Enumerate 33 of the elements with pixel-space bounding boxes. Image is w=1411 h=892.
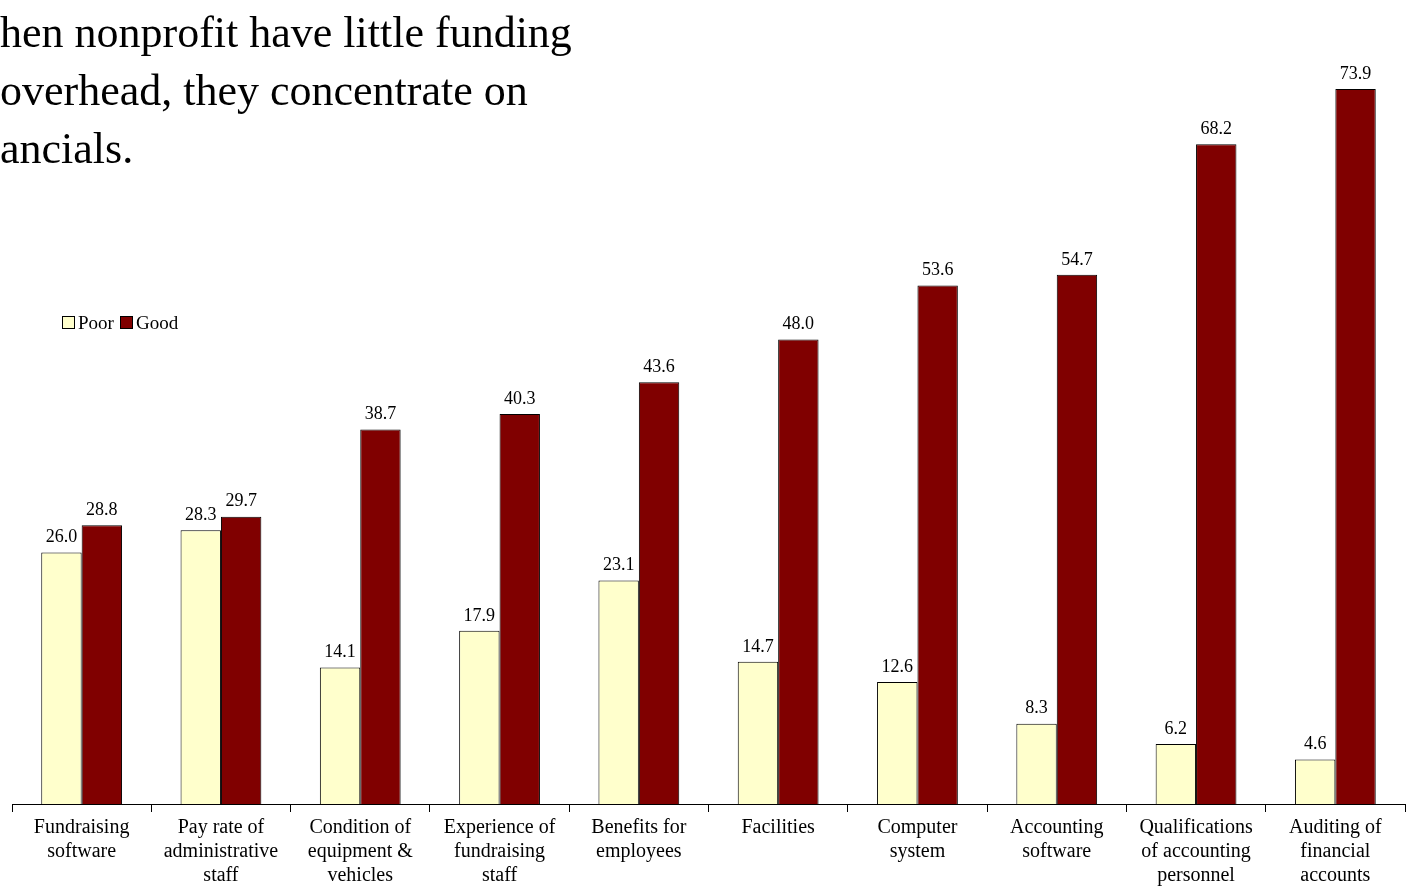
x-tick-label: Accounting software [1010,815,1104,862]
data-label: 14.7 [742,635,774,656]
data-label: 48.0 [782,313,815,334]
data-label: 38.7 [364,403,397,424]
x-tick-label: Facilities [741,815,816,838]
x-tick-label: Qualifications of accounting personnel [1139,815,1253,887]
chart-title: hen nonprofit have little funding overhead, they concentrate on ancials. [0,7,573,175]
data-label: 26.0 [45,526,78,547]
data-label: 14.1 [324,641,356,662]
data-label: 73.9 [1339,62,1372,83]
data-label: 8.3 [1025,697,1048,718]
data-label: 53.6 [921,259,954,280]
data-label: 40.3 [504,387,536,408]
x-tick-label: Auditing of financial accounts [1288,815,1383,886]
legend-label: Poor [77,312,114,334]
data-label: 4.6 [1303,733,1327,754]
data-label: 28.8 [86,499,118,520]
data-label: 43.6 [643,355,675,376]
x-tick-label: Condition of equipment & vehicles [307,815,414,886]
data-label: 6.2 [1164,717,1188,738]
data-label: 17.9 [463,604,496,625]
x-tick-label: Pay rate of administrative staff [163,815,279,886]
x-tick-label: Experience of fundraising staff [443,815,556,886]
data-label: 12.6 [881,655,913,676]
x-tick-label: Fundraising software [33,815,130,862]
x-tick-label: Benefits for employees [591,815,687,863]
data-label: 54.7 [1061,248,1093,269]
data-label: 28.3 [185,503,217,524]
x-tick-label: Computer system [877,815,958,863]
data-label: 23.1 [602,554,635,575]
data-label: 68.2 [1200,117,1232,138]
data-label: 29.7 [225,490,257,511]
legend-label: Good [134,312,179,334]
